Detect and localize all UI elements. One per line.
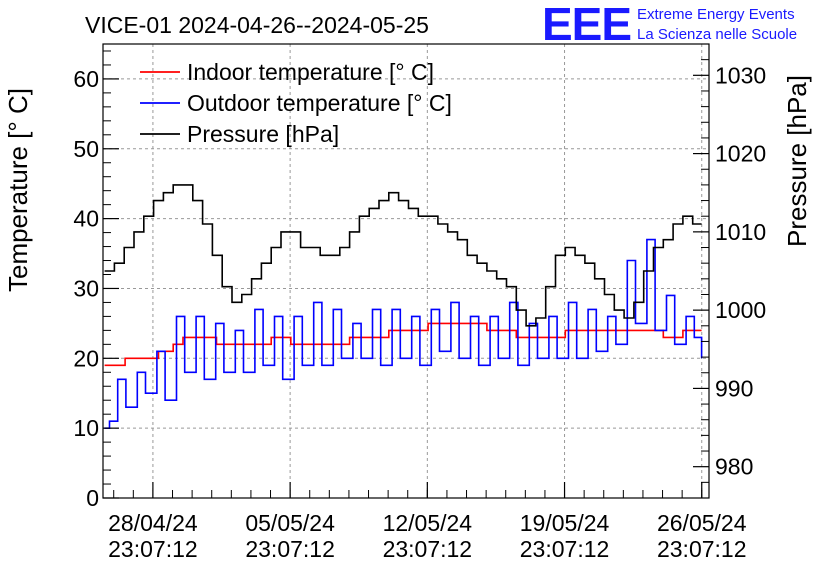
axes: 0102030405060980990100010101020103028/04… xyxy=(73,43,766,562)
y-tick-label: 20 xyxy=(73,345,99,371)
x-tick-label-date: 19/05/24 xyxy=(520,510,610,536)
eee-logo-line2: La Scienza nelle Scuole xyxy=(637,26,797,43)
x-tick-label-date: 26/05/24 xyxy=(657,510,747,536)
x-tick-label-time: 23:07:12 xyxy=(245,536,335,562)
eee-logo-line1: Extreme Energy Events xyxy=(637,6,795,23)
chart-title: VICE-01 2024-04-26--2024-05-25 xyxy=(85,12,429,38)
x-tick-label-date: 05/05/24 xyxy=(245,510,335,536)
grid xyxy=(103,44,709,498)
y-tick-label: 40 xyxy=(73,206,99,232)
y-tick-label: 50 xyxy=(73,136,99,162)
eee-logo: EEE Extreme Energy Events La Scienza nel… xyxy=(542,0,797,50)
x-tick-label-date: 28/04/24 xyxy=(108,510,198,536)
y2-tick-label: 980 xyxy=(715,454,753,480)
x-tick-label-date: 12/05/24 xyxy=(383,510,473,536)
eee-logo-mark: EEE xyxy=(542,0,631,50)
legend: Indoor temperature [° C] Outdoor temperat… xyxy=(140,59,452,147)
legend-label: Outdoor temperature [° C] xyxy=(187,90,452,116)
series-line-2 xyxy=(104,184,702,327)
y2-tick-label: 990 xyxy=(715,375,753,401)
legend-label: Indoor temperature [° C] xyxy=(187,59,434,85)
y2-tick-label: 1010 xyxy=(715,219,766,245)
legend-label: Pressure [hPa] xyxy=(187,121,339,147)
y2-tick-label: 1030 xyxy=(715,62,766,88)
y-tick-label: 0 xyxy=(86,485,99,511)
y2-tick-label: 1020 xyxy=(715,141,766,167)
series-line-1 xyxy=(104,238,703,429)
plot-frame xyxy=(102,43,710,499)
series-layer xyxy=(104,184,703,429)
x-tick-label-time: 23:07:12 xyxy=(383,536,473,562)
x-tick-label-time: 23:07:12 xyxy=(520,536,610,562)
x-tick-label-time: 23:07:12 xyxy=(657,536,747,562)
y-tick-label: 30 xyxy=(73,275,99,301)
y-tick-label: 60 xyxy=(73,66,99,92)
y-axis-label: Temperature [° C] xyxy=(3,88,33,292)
series-line-0 xyxy=(104,322,702,367)
y-tick-label: 10 xyxy=(73,415,99,441)
x-tick-label-time: 23:07:12 xyxy=(108,536,198,562)
y2-tick-label: 1000 xyxy=(715,297,766,323)
y2-axis-label: Pressure [hPa] xyxy=(782,75,812,247)
